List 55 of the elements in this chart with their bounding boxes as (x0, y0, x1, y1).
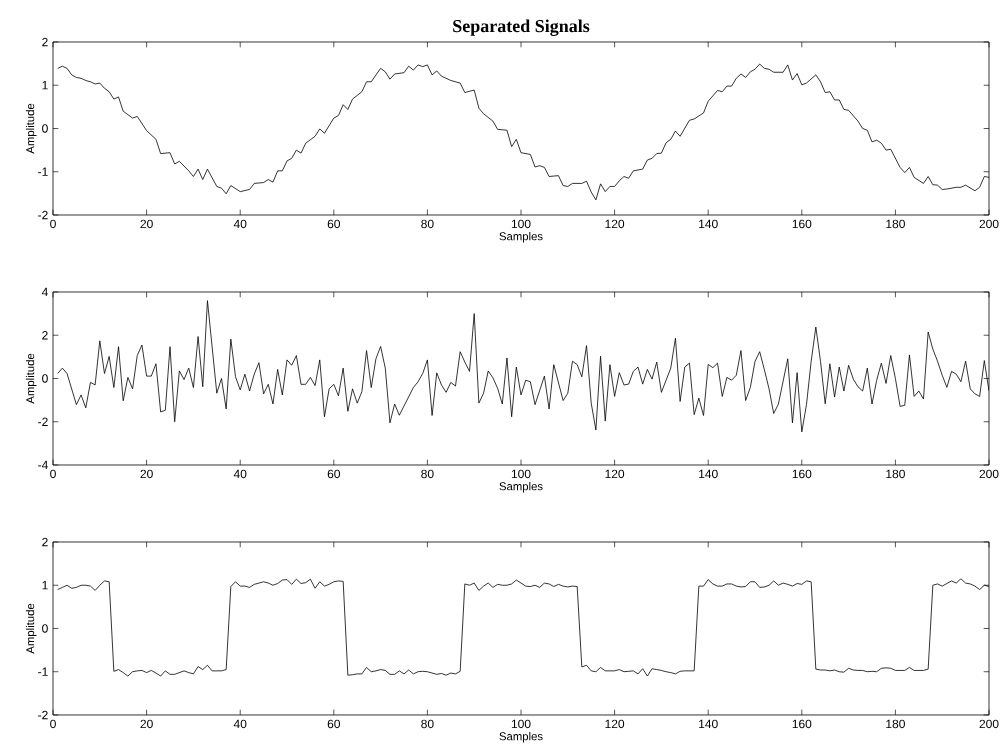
y-tick-label: 2 (42, 331, 48, 340)
x-tick-label: 120 (605, 719, 625, 729)
x-tick-label: 20 (140, 469, 153, 479)
x-tick-label: 140 (699, 719, 718, 729)
x-tick-label: 0 (50, 719, 56, 729)
y-tick-label: -2 (38, 417, 48, 426)
x-axis-title: Samples (499, 732, 543, 743)
y-tick-label: 2 (42, 537, 48, 547)
x-tick-label: 160 (792, 719, 812, 729)
y-tick-label: 4 (41, 287, 48, 297)
x-tick-label: 200 (979, 719, 999, 729)
x-tick-label: 160 (792, 469, 812, 479)
y-tick-label: -2 (38, 710, 48, 720)
x-tick-label: 20 (140, 719, 153, 729)
x-tick-label: 160 (792, 219, 812, 229)
x-tick-label: 200 (979, 219, 999, 229)
y-tick-label: 1 (42, 81, 48, 90)
y-axis-title: Amplitude (25, 353, 37, 404)
x-tick-label: 40 (233, 469, 247, 479)
x-tick-label: 100 (511, 719, 531, 729)
y-tick-label: -4 (38, 460, 48, 470)
x-tick-label: 0 (50, 219, 56, 229)
x-tick-label: 40 (233, 719, 247, 729)
y-tick-label: -1 (38, 167, 48, 176)
x-tick-label: 60 (327, 219, 341, 229)
y-tick-label: 0 (42, 124, 48, 133)
x-tick-label: 120 (605, 469, 625, 479)
x-tick-label: 100 (511, 219, 531, 229)
y-tick-label: 1 (42, 581, 48, 590)
y-axis-title: Amplitude (25, 103, 37, 154)
x-tick-label: 200 (979, 469, 999, 479)
x-tick-label: 180 (886, 219, 905, 229)
chart-title: Separated Signals (453, 19, 590, 36)
y-tick-label: 0 (42, 624, 48, 633)
y-tick-label: -1 (38, 667, 48, 676)
x-tick-label: 100 (511, 469, 531, 479)
y-tick-label: 0 (42, 374, 48, 383)
x-tick-label: 140 (699, 469, 718, 479)
x-tick-label: 60 (327, 719, 341, 729)
x-tick-label: 180 (886, 719, 905, 729)
x-tick-label: 0 (50, 469, 56, 479)
x-axis-title: Samples (499, 482, 543, 493)
x-tick-label: 60 (327, 469, 341, 479)
x-tick-label: 20 (140, 219, 153, 229)
x-tick-label: 40 (233, 219, 247, 229)
x-tick-label: 120 (605, 219, 625, 229)
x-tick-label: 140 (699, 219, 718, 229)
x-axis-title: Samples (499, 232, 543, 243)
y-axis-title: Amplitude (25, 603, 37, 654)
y-tick-label: 2 (42, 37, 48, 47)
x-tick-label: 80 (421, 469, 434, 479)
y-tick-label: -2 (38, 210, 48, 220)
x-tick-label: 80 (421, 219, 434, 229)
x-tick-label: 180 (886, 469, 905, 479)
x-tick-label: 80 (421, 719, 434, 729)
